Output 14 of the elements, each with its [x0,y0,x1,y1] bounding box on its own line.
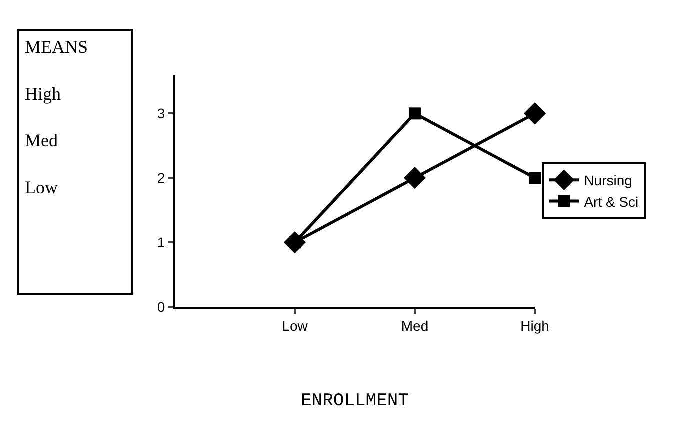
legend-label: Nursing [584,172,632,189]
legend-label: Art & Sci [584,194,639,210]
y-tick-label: 0 [157,298,166,315]
x-axis-title: ENROLLMENT [300,391,410,412]
y-tick-label: 1 [157,234,166,250]
x-tick-label: High [520,318,550,334]
y-tick-label: 2 [157,170,166,186]
y-tick-label: 3 [157,106,166,122]
text: MEANS [25,37,88,57]
text: Low [25,177,58,198]
text: High [25,84,61,104]
x-tick-label: Low [282,318,309,334]
text: Med [25,130,58,151]
x-tick-label: Med [401,318,429,334]
